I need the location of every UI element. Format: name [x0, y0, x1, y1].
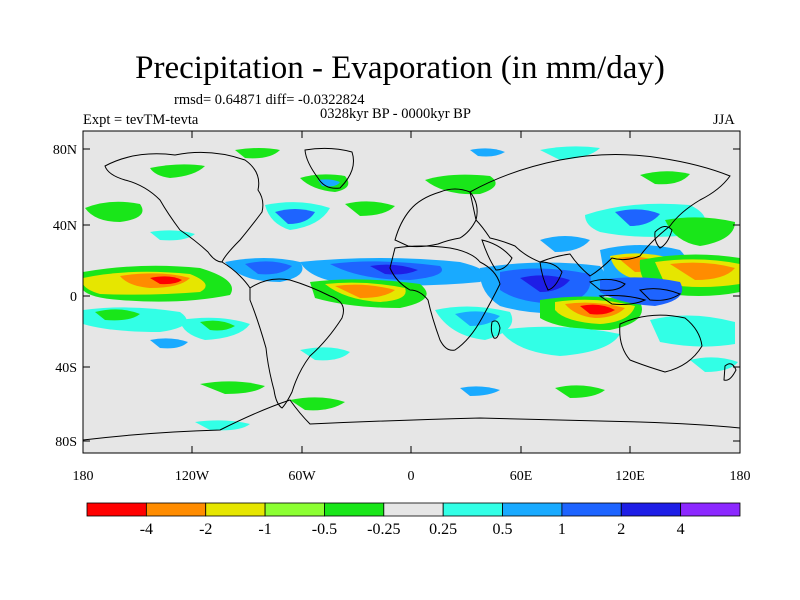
colorbar-label: 0.25 — [429, 521, 457, 538]
lat-tick-label: 40N — [53, 219, 77, 234]
colorbar-swatch — [145, 502, 207, 517]
colorbar-swatch — [324, 502, 385, 517]
colorbar-swatch — [264, 502, 325, 517]
season-label: JJA — [713, 112, 735, 128]
colorbar-label: -1 — [258, 521, 271, 538]
lon-tick-label: 120E — [615, 469, 645, 484]
colorbar-label: 2 — [617, 521, 625, 538]
period-label: 0328kyr BP - 0000kyr BP — [320, 106, 471, 122]
lon-tick-label: 180 — [73, 469, 94, 484]
colorbar-label: -4 — [140, 521, 153, 538]
colorbar-swatch — [442, 502, 503, 517]
axis-ticks — [82, 131, 741, 453]
experiment-label: Expt = tevTM-tevta — [83, 112, 199, 128]
lat-tick-label: 40S — [55, 361, 77, 376]
colorbar-label: -0.5 — [312, 521, 337, 538]
stats-line: rmsd= 0.64871 diff= -0.0322824 — [174, 92, 365, 108]
colorbar-swatch — [502, 502, 563, 517]
lat-tick-label: 0 — [70, 290, 77, 305]
anomaly-field — [83, 146, 740, 431]
colorbar-label: 0.5 — [493, 521, 513, 538]
colorbar-swatch — [620, 502, 682, 517]
lat-tick-label: 80N — [53, 143, 77, 158]
plot-title: Precipitation - Evaporation (in mm/day) — [135, 50, 665, 86]
colorbar-swatch — [205, 502, 266, 517]
colorbar-label: -2 — [199, 521, 212, 538]
lat-tick-label: 80S — [55, 435, 77, 450]
colorbar-swatch — [561, 502, 622, 517]
coastlines — [83, 147, 740, 441]
lon-tick-label: 60E — [510, 469, 533, 484]
colorbar-label: 4 — [677, 521, 685, 538]
lon-tick-label: 60W — [288, 469, 316, 484]
colorbar: -4 -2 -1 -0.5 -0.25 0.25 0.5 1 2 4 — [86, 502, 741, 538]
lon-tick-label: 180 — [730, 469, 751, 484]
colorbar-label: 1 — [558, 521, 566, 538]
colorbar-label: -0.25 — [367, 521, 400, 538]
colorbar-swatch — [383, 502, 444, 517]
lon-tick-label: 0 — [408, 469, 415, 484]
colorbar-swatch — [680, 502, 741, 517]
colorbar-swatch — [86, 502, 147, 517]
lon-tick-label: 120W — [175, 469, 210, 484]
